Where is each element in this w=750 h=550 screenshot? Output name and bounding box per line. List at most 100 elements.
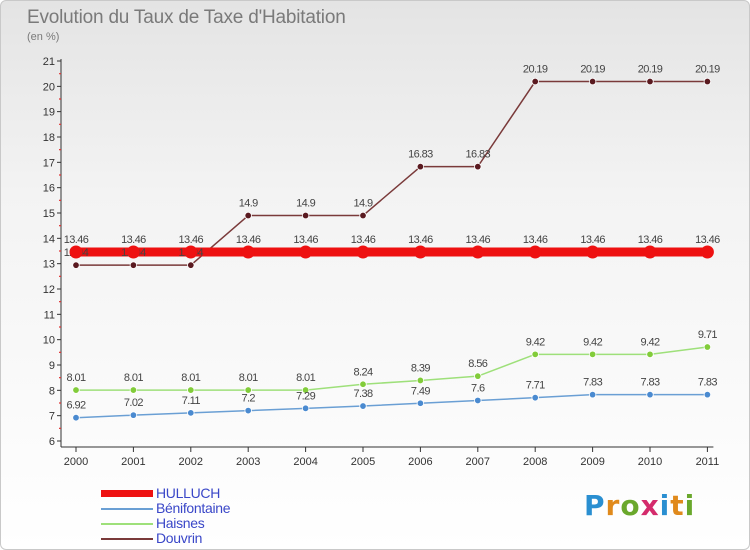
data-label: 16.83	[466, 149, 491, 161]
data-point	[528, 245, 542, 259]
data-point	[416, 399, 425, 407]
data-label: 14.9	[296, 198, 315, 210]
data-label: 13.46	[179, 234, 204, 246]
y-tick-label: 8	[49, 385, 55, 397]
y-tick-label: 13	[43, 259, 55, 271]
data-point	[588, 390, 597, 399]
y-tick-label: 7	[49, 411, 55, 423]
x-tick-label: 2006	[408, 456, 432, 468]
legend-item: HULLUCH	[101, 486, 230, 501]
data-label: 7.29	[296, 390, 315, 402]
y-tick-label: 14	[43, 233, 55, 245]
x-tick-label: 2000	[64, 456, 88, 468]
data-label: 13.46	[638, 234, 663, 246]
data-point	[129, 411, 138, 419]
data-point	[643, 245, 657, 259]
data-point	[531, 393, 539, 402]
data-point	[126, 245, 140, 259]
data-point	[129, 386, 138, 394]
data-point	[531, 350, 539, 359]
data-point	[187, 386, 195, 394]
data-point	[588, 77, 597, 86]
legend-label: Haisnes	[156, 515, 205, 531]
data-label: 13.46	[523, 234, 548, 246]
data-label: 20.19	[523, 64, 548, 76]
x-tick-label: 2010	[638, 456, 662, 468]
data-point	[301, 211, 310, 220]
data-label: 7.6	[471, 382, 485, 394]
data-label: 16.83	[408, 149, 433, 161]
legend-label: Bénifontaine	[156, 500, 231, 516]
data-point	[359, 380, 367, 388]
y-tick-label: 15	[43, 208, 55, 220]
legend-swatch	[101, 522, 153, 525]
data-point	[471, 245, 485, 259]
data-point	[416, 162, 425, 171]
data-point	[299, 245, 313, 259]
x-tick-label: 2005	[351, 456, 375, 468]
data-label: 13.46	[580, 234, 605, 246]
data-label: 8.01	[181, 372, 200, 384]
data-label: 9.42	[583, 336, 602, 348]
data-point	[474, 396, 482, 405]
data-label: 9.42	[526, 336, 545, 348]
data-point	[184, 245, 198, 259]
data-point	[301, 386, 310, 394]
data-point	[356, 245, 370, 259]
x-tick-label: 2003	[236, 456, 260, 468]
data-point	[646, 77, 654, 86]
data-label: 6.92	[66, 400, 85, 412]
data-label: 13.46	[351, 234, 376, 246]
data-point	[474, 162, 482, 171]
proxiti-logo: Proxiti	[584, 489, 696, 522]
y-tick-label: 11	[44, 309, 55, 321]
data-point	[72, 386, 80, 394]
data-point	[359, 211, 367, 220]
data-point	[359, 402, 367, 410]
data-point	[72, 261, 80, 269]
series-line-haisnes	[76, 346, 708, 391]
legend-swatch	[101, 537, 153, 540]
data-label: 14.9	[239, 198, 258, 210]
legend-swatch	[101, 490, 153, 497]
data-point	[129, 261, 138, 269]
legend-item: Douvrin	[101, 531, 230, 546]
data-point	[586, 245, 600, 259]
data-label: 7.38	[353, 388, 372, 400]
y-tick-label: 12	[43, 284, 55, 296]
data-point	[72, 413, 80, 422]
x-tick-label: 2011	[696, 456, 720, 468]
data-point	[588, 350, 597, 359]
x-tick-label: 2001	[121, 456, 145, 468]
data-label: 9.71	[698, 329, 717, 341]
data-point	[700, 245, 714, 259]
data-point	[69, 245, 83, 259]
data-label: 8.01	[296, 372, 315, 384]
x-tick-label: 2008	[523, 456, 547, 468]
data-label: 20.19	[580, 64, 605, 76]
data-label: 7.49	[411, 385, 430, 397]
data-point	[187, 409, 195, 417]
data-label: 8.24	[353, 366, 372, 378]
series-line-douvrin	[76, 80, 708, 266]
data-point	[646, 350, 654, 359]
y-tick-label: 20	[43, 81, 55, 93]
data-label: 13.46	[236, 234, 261, 246]
data-label: 8.01	[124, 372, 143, 384]
data-point	[703, 77, 712, 86]
data-label: 13.46	[695, 234, 720, 246]
data-point	[531, 77, 539, 86]
x-tick-label: 2007	[466, 456, 490, 468]
y-tick-label: 6	[49, 436, 55, 448]
data-label: 13.46	[408, 234, 433, 246]
data-point	[413, 245, 427, 259]
data-label: 9.42	[640, 336, 659, 348]
data-label: 8.01	[239, 372, 258, 384]
data-label: 7.83	[698, 377, 717, 389]
data-label: 7.83	[640, 377, 659, 389]
data-label: 13.46	[293, 234, 318, 246]
x-tick-label: 2004	[293, 456, 317, 468]
y-tick-label: 17	[43, 157, 55, 169]
data-label: 14.9	[353, 198, 372, 210]
